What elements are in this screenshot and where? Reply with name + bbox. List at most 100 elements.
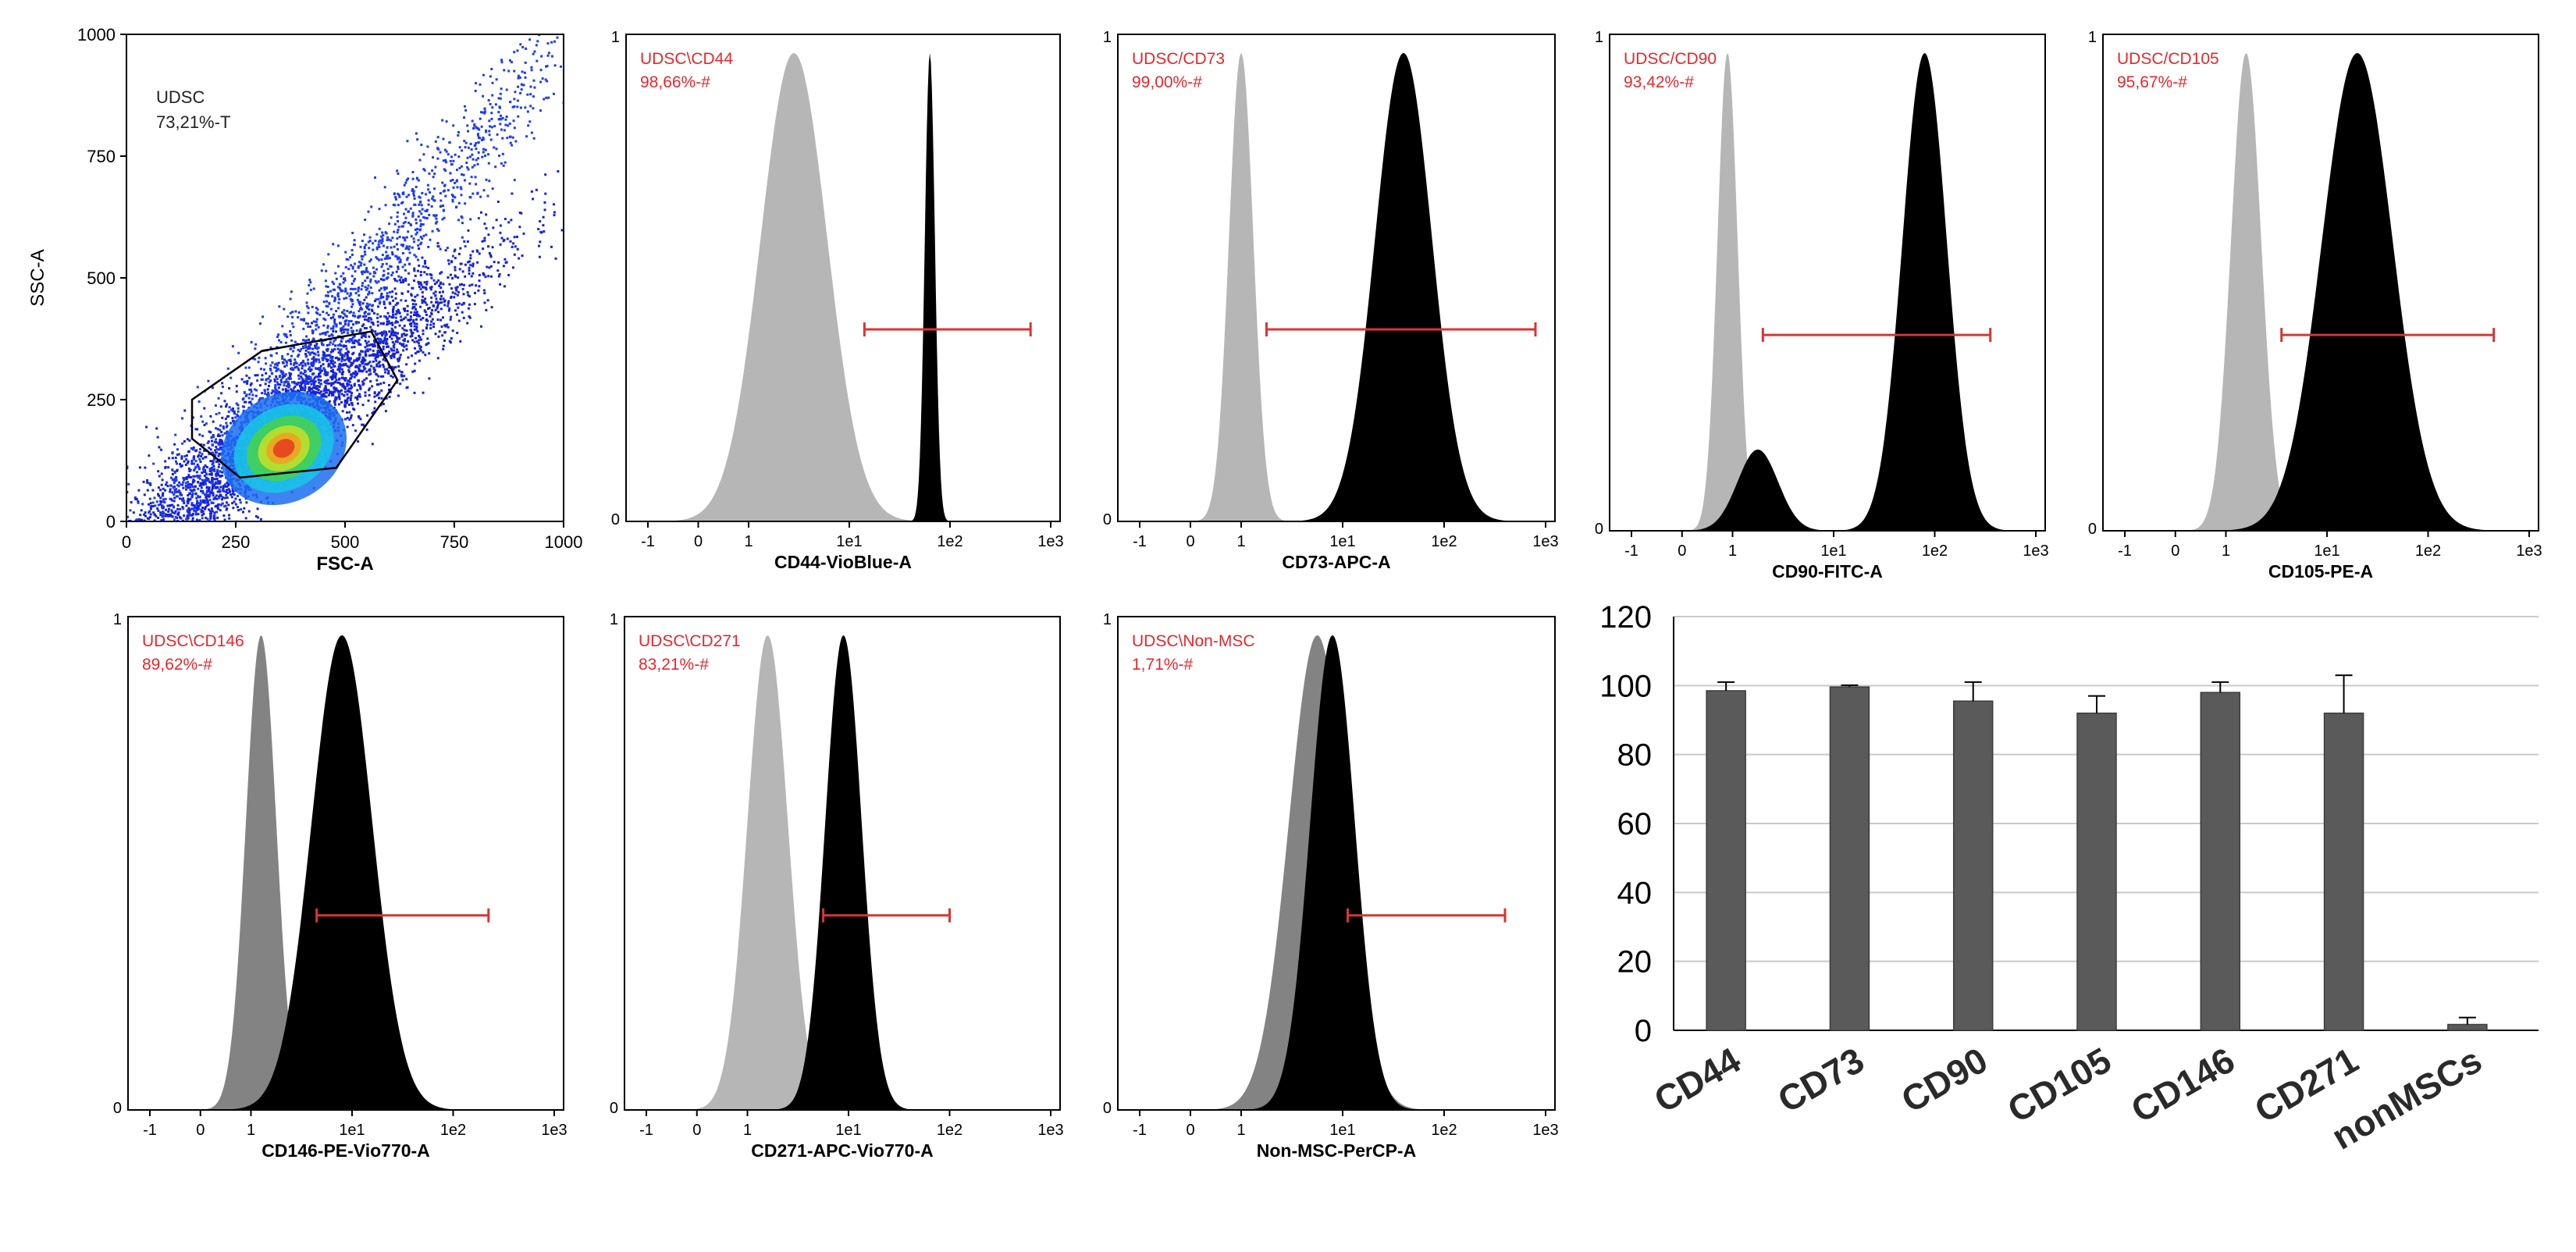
event-dot [431, 309, 433, 311]
event-dot [471, 120, 474, 123]
event-dot [571, 63, 574, 66]
event-dot [464, 264, 467, 266]
event-dot [305, 350, 308, 352]
event-dot [318, 386, 321, 388]
event-dot [544, 173, 546, 176]
event-dot [611, 12, 614, 15]
event-dot [619, 16, 621, 19]
event-dot [183, 502, 185, 504]
event-dot [195, 449, 197, 451]
event-dot [237, 558, 239, 560]
event-dot [358, 364, 361, 366]
event-dot [94, 599, 97, 602]
event-dot [5, 720, 8, 722]
event-dot [450, 180, 452, 182]
event-dot [198, 458, 201, 461]
event-dot [146, 522, 148, 525]
event-dot [428, 377, 430, 379]
event-dot [267, 392, 269, 394]
event-dot [313, 287, 315, 290]
event-dot [346, 357, 348, 360]
event-dot [326, 396, 328, 398]
event-dot [479, 84, 482, 86]
event-dot [148, 556, 151, 558]
event-dot [524, 106, 526, 108]
event-dot [376, 317, 379, 319]
event-dot [353, 280, 355, 283]
event-dot [218, 497, 220, 500]
event-dot [450, 155, 453, 158]
event-dot [389, 322, 391, 325]
event-dot [187, 514, 190, 516]
event-dot [152, 539, 155, 541]
event-dot [557, 170, 559, 173]
event-dot [528, 22, 530, 24]
event-dot [425, 326, 428, 329]
event-dot [420, 350, 422, 352]
event-dot [428, 352, 430, 354]
event-dot [414, 296, 416, 298]
event-dot [358, 294, 360, 297]
event-dot [167, 553, 169, 555]
event-dot [78, 550, 80, 553]
event-dot [390, 357, 393, 359]
event-dot [413, 194, 415, 197]
event-dot [438, 245, 440, 247]
event-dot [375, 354, 378, 356]
event-dot [228, 411, 230, 413]
event-dot [139, 540, 141, 542]
event-dot [400, 354, 402, 356]
event-dot [156, 525, 158, 527]
event-dot [310, 379, 312, 381]
event-dot [188, 530, 190, 532]
event-dot [475, 148, 477, 150]
event-dot [436, 308, 438, 310]
event-dot [292, 350, 294, 352]
event-dot [550, 246, 553, 248]
event-dot [387, 312, 390, 315]
event-dot [51, 581, 53, 583]
event-dot [148, 526, 151, 528]
event-dot [81, 609, 84, 611]
event-dot [464, 202, 466, 205]
event-dot [29, 607, 31, 610]
event-dot [407, 357, 409, 359]
event-dot [137, 544, 139, 546]
event-dot [461, 222, 464, 224]
event-dot [190, 476, 192, 478]
event-dot [344, 379, 347, 382]
event-dot [431, 169, 433, 172]
event-dot [391, 328, 393, 330]
event-dot [344, 251, 347, 254]
event-dot [407, 305, 409, 308]
event-dot [158, 475, 161, 478]
event-dot [351, 254, 354, 256]
event-dot [116, 522, 118, 525]
event-dot [513, 105, 515, 108]
event-dot [23, 736, 25, 738]
event-dot [144, 467, 146, 469]
event-dot [375, 394, 378, 397]
event-dot [131, 547, 133, 550]
event-dot [382, 346, 385, 348]
event-dot [382, 333, 385, 335]
event-dot [202, 470, 205, 472]
event-dot [182, 487, 184, 489]
event-dot [432, 156, 434, 158]
event-dot [425, 311, 427, 313]
event-dot [368, 394, 371, 397]
event-dot [172, 473, 174, 475]
event-dot [169, 565, 172, 567]
event-dot [386, 338, 388, 340]
event-dot [350, 327, 353, 329]
event-dot [236, 390, 238, 393]
event-dot [471, 166, 474, 169]
event-dot [140, 558, 142, 560]
event-dot [359, 301, 361, 304]
event-dot [312, 381, 315, 383]
event-dot [27, 553, 30, 556]
event-dot [418, 210, 421, 212]
event-dot [172, 511, 174, 514]
event-dot [25, 609, 27, 611]
event-dot [215, 505, 217, 507]
